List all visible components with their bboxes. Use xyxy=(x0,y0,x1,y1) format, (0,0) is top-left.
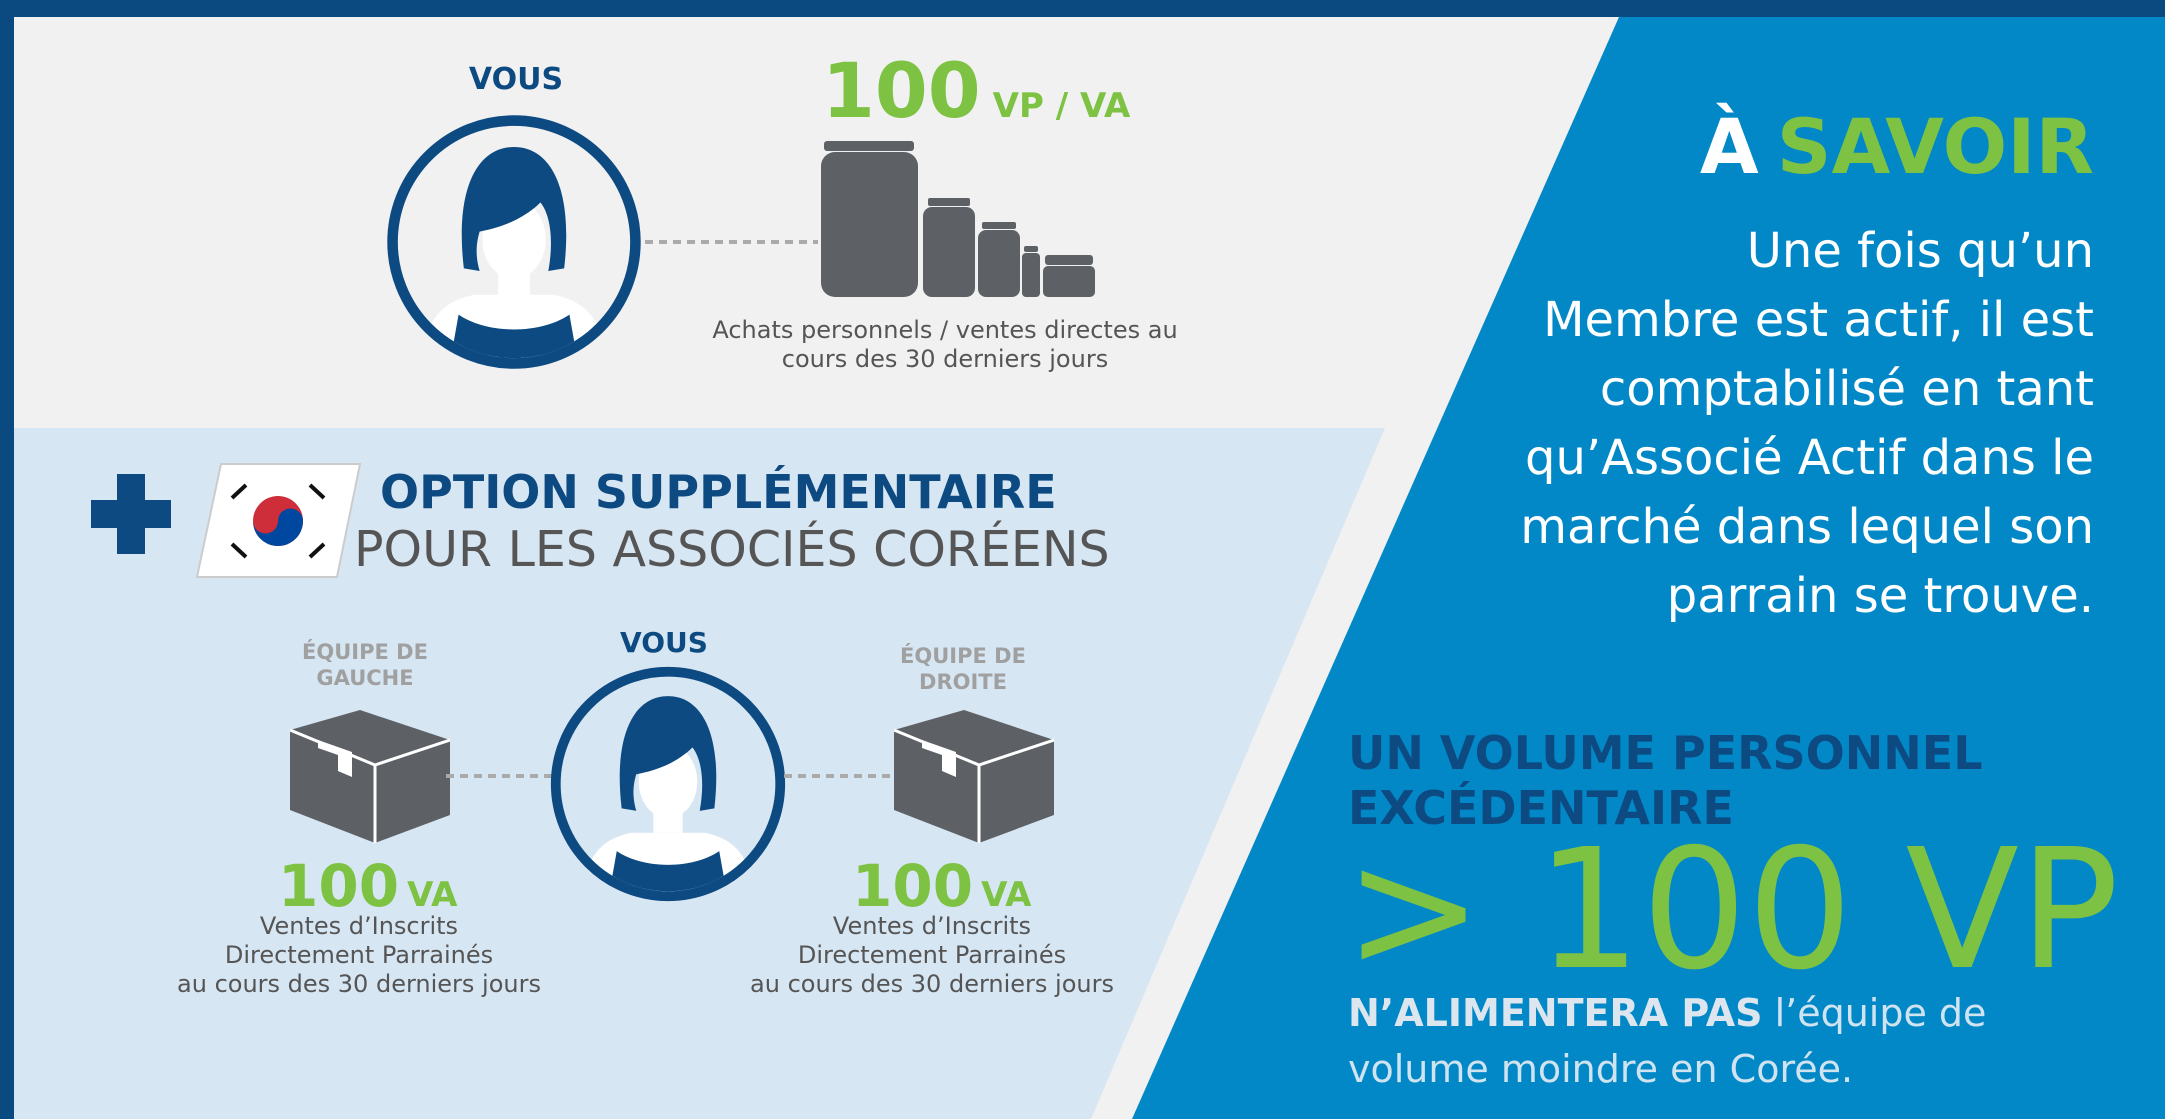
you-label: VOUS xyxy=(469,62,563,97)
volume-big: > 100 VP xyxy=(1344,814,2119,1007)
korea-flag xyxy=(197,464,360,577)
option-subtitle: POUR LES ASSOCIÉS CORÉENS xyxy=(354,519,1110,578)
infographic: VOUS 100VP / VA Achats personnels / vent… xyxy=(0,0,2165,1119)
option-title: OPTION SUPPLÉMENTAIRE xyxy=(380,465,1057,519)
you-label: VOUS xyxy=(620,626,708,659)
